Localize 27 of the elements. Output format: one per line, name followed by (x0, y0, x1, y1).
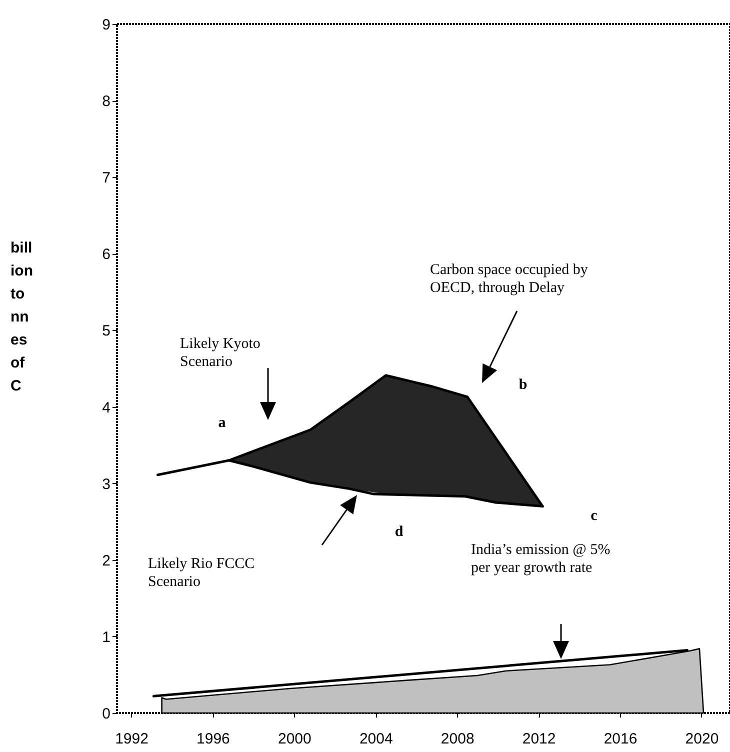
x-tick-label: 2012 (522, 730, 556, 748)
y-tick-label: 6 (102, 246, 110, 264)
annotation: Carbon space occupied by OECD, through Delay (430, 262, 588, 296)
annotation: d (394, 524, 404, 540)
y-tick-label: 3 (102, 476, 110, 493)
annotation: c (590, 508, 598, 524)
annotation: Likely Kyoto Scenario (180, 336, 260, 370)
annotation: India’s emission @ 5% per year growth rate (471, 542, 610, 576)
x-tick-label: 2004 (359, 730, 393, 748)
annotation: b (518, 377, 528, 393)
y-tick-label: 9 (102, 16, 110, 34)
x-tick-label: 1996 (196, 730, 230, 748)
y-tick-label: 7 (102, 170, 110, 187)
y-tick-label: 1 (102, 628, 110, 646)
x-tick-label: 2020 (685, 730, 719, 748)
annotation: Likely Rio FCCC Scenario (148, 556, 255, 590)
x-tick-label: 1992 (115, 730, 148, 748)
y-tick-label: 0 (102, 706, 110, 722)
y-axis-title: bill ion to nn es of C (10, 240, 33, 394)
x-tick-label: 2008 (440, 730, 474, 748)
annotation: a (218, 415, 226, 431)
y-tick-label: 4 (102, 399, 110, 416)
y-tick-label: 2 (102, 552, 110, 570)
y-tick-label: 5 (102, 322, 110, 340)
x-tick-label: 2000 (278, 730, 312, 748)
x-tick-label: 2016 (604, 730, 638, 748)
y-tick-label: 8 (102, 93, 110, 110)
